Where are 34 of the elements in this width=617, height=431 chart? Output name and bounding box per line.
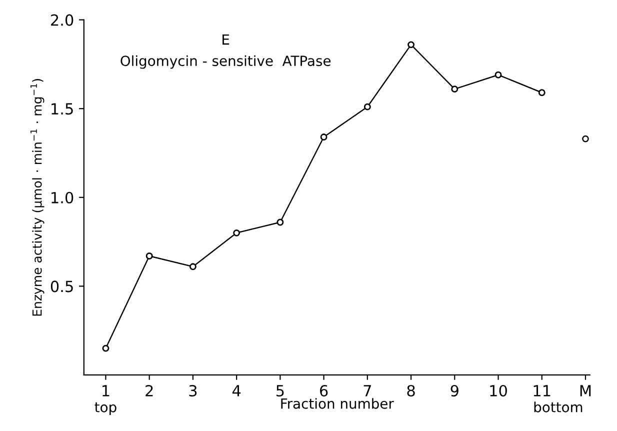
text: top (94, 402, 116, 416)
x-tick-label: 1 (102, 385, 110, 396)
x-tick-label: 11 (534, 385, 550, 396)
x-axis-title: Fraction number (281, 398, 394, 409)
y-tick-label: 1.0 (52, 192, 74, 204)
text: bottom (534, 402, 582, 412)
point (364, 103, 371, 110)
y-tick-label: 2.0 (51, 14, 74, 26)
point (189, 263, 196, 270)
y-tick-label: 1.5 (52, 103, 73, 115)
y-tick-label: 0.5 (50, 280, 73, 292)
x-tick-label: 4 (232, 385, 241, 396)
x-tick-label: 3 (189, 384, 197, 397)
point (408, 41, 414, 48)
x-tick-label: 9 (450, 384, 458, 397)
x-tick-label: 7 (364, 385, 371, 396)
x-tick-label: 10 (490, 384, 507, 397)
point (276, 218, 284, 226)
point (538, 89, 546, 96)
x-tick-label: 8 (407, 384, 415, 397)
x-tick-label: 2 (146, 384, 153, 396)
x-tick-label: M (580, 385, 591, 396)
point (146, 252, 153, 260)
x-tick-label: 6 (320, 384, 328, 397)
text: E (222, 34, 230, 45)
x-tick-label: 5 (276, 385, 284, 397)
point (451, 86, 458, 93)
point (320, 134, 328, 140)
point (102, 344, 110, 352)
y-axis-title: Enzyme activity (µmol · min$^{−1}$ · mg$^{−1}$) (30, 79, 44, 316)
point (582, 135, 589, 142)
point (494, 71, 502, 78)
point (233, 229, 240, 236)
text: Oligomycin - sensitive ATPase (120, 55, 331, 69)
